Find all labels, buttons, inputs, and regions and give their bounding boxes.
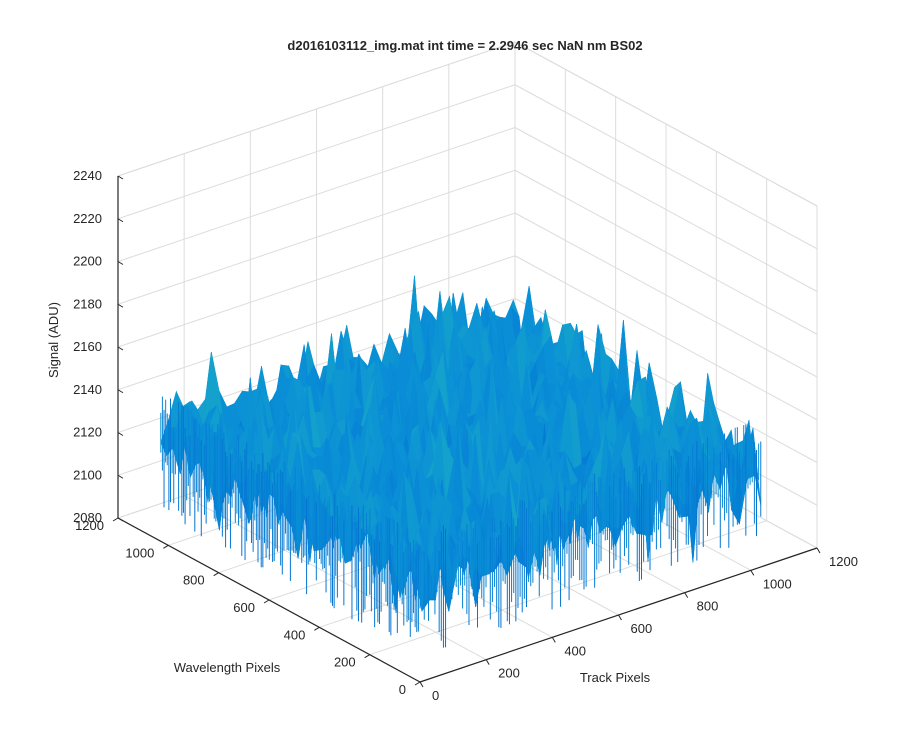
y-tick-mark [414,681,421,686]
z-tick-mark [117,218,124,223]
z-tick-mark [117,389,124,394]
x-tick-mark [816,547,821,554]
tick-labels: 0 200 400 600 800 1000 1200 0 200 400 600 800 1000 12… [73,168,858,703]
z-tick-mark [117,432,124,436]
z-tick-label: 2220 [73,211,102,226]
side-wall-grid-line-z [514,127,818,292]
z-tick-mark [117,346,124,351]
z-tick-label: 2180 [73,296,102,311]
x-tick-mark [684,592,689,598]
z-tick-label: 2100 [73,467,102,482]
floor-grid-line-y [369,520,767,656]
x-tick-mark [618,614,622,621]
x-axis-label: Track Pixels [580,670,651,685]
y-tick-label: 400 [284,627,306,642]
back-wall-grid-line-z [117,212,516,348]
x-tick-label: 1200 [829,554,858,569]
y-tick-label: 800 [183,573,205,588]
x-tick-label: 800 [697,599,719,614]
x-tick-mark [485,659,490,665]
side-wall-grid-line-z [514,255,818,421]
y-tick-mark [213,572,219,577]
back-wall-grid-line-z [117,169,516,305]
x-tick-label: 200 [498,666,520,681]
x-tick-label: 1000 [763,576,792,591]
y-tick-label: 1200 [75,518,104,533]
back-wall-grid-line-z [117,127,516,262]
y-tick-label: 200 [334,655,356,670]
side-wall-grid-line-z [514,169,818,335]
z-tick-label: 2120 [73,425,102,440]
x-tick-label: 600 [631,621,653,636]
y-axis-label: Wavelength Pixels [174,660,281,675]
box-top-edge [117,41,516,177]
z-tick-mark [117,175,124,180]
box-top-edge [514,41,818,207]
z-tick-label: 2160 [73,339,102,354]
x-tick-label: 400 [564,643,586,658]
back-wall-grid-line-z [117,255,516,391]
x-tick-mark [419,681,424,688]
z-tick-mark [117,261,124,265]
z-tick-label: 2200 [73,254,102,269]
y-tick-mark [364,654,370,659]
back-wall-grid-line-z [117,84,516,220]
y-tick-mark [163,544,169,549]
y-tick-mark [263,599,270,604]
x-tick-label: 0 [432,688,439,703]
z-tick-label: 2140 [73,382,102,397]
side-wall-grid-line-z [514,84,818,250]
y-tick-label: 600 [233,600,255,615]
z-tick-label: 2240 [73,168,102,183]
plot-axes [112,175,821,688]
side-wall-grid-line-z [514,212,818,378]
y-tick-mark [112,517,119,522]
z-tick-mark [117,517,124,522]
x-tick-mark [750,570,755,576]
z-axis-label: Signal (ADU) [46,302,61,378]
z-tick-mark [117,474,124,479]
z-tick-label: 2080 [73,510,102,525]
chart-title: d2016103112_img.mat int time = 2.2946 se… [287,38,642,53]
y-tick-label: 1000 [125,545,154,560]
surface-mesh [160,275,762,648]
y-tick-label: 0 [399,682,406,697]
y-tick-mark [314,626,320,631]
x-tick-mark [551,637,556,643]
z-tick-mark [117,303,124,308]
